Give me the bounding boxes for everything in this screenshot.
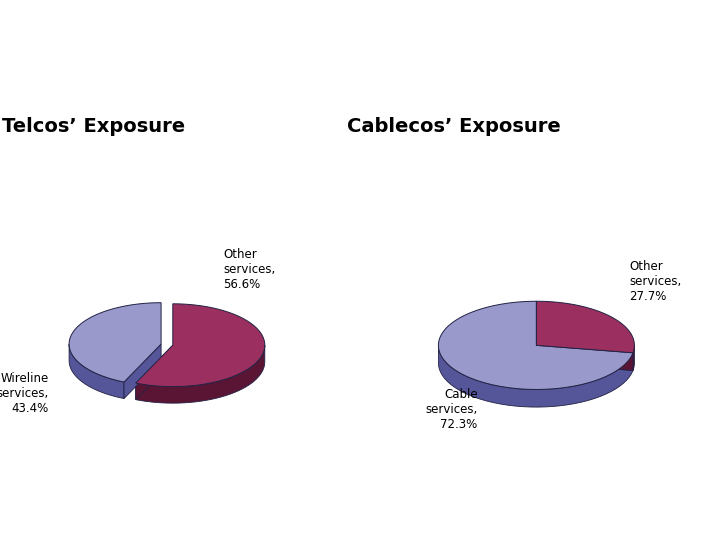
Text: Telcos’ Exposure: Telcos’ Exposure bbox=[2, 117, 185, 137]
Polygon shape bbox=[69, 303, 161, 382]
Polygon shape bbox=[536, 301, 634, 353]
Polygon shape bbox=[536, 346, 633, 370]
Text: Wireline
services,
43.4%: Wireline services, 43.4% bbox=[0, 372, 48, 415]
Polygon shape bbox=[438, 301, 633, 389]
Polygon shape bbox=[536, 346, 633, 370]
Text: VoIP vs. IPTV: VoIP vs. IPTV bbox=[18, 21, 285, 55]
Text: Impact on Competition between Cablecos & Telecos: Impact on Competition between Cablecos &… bbox=[18, 68, 541, 86]
Polygon shape bbox=[69, 344, 124, 399]
Polygon shape bbox=[124, 344, 161, 399]
Polygon shape bbox=[136, 345, 265, 403]
Polygon shape bbox=[136, 304, 265, 387]
Polygon shape bbox=[633, 345, 634, 370]
Text: Cablecos’ Exposure: Cablecos’ Exposure bbox=[347, 117, 560, 137]
Text: Other
services,
56.6%: Other services, 56.6% bbox=[223, 248, 276, 291]
Polygon shape bbox=[136, 345, 173, 400]
Text: Cable
services,
72.3%: Cable services, 72.3% bbox=[426, 388, 477, 430]
Text: Other
services,
27.7%: Other services, 27.7% bbox=[629, 260, 682, 303]
Polygon shape bbox=[438, 347, 633, 407]
